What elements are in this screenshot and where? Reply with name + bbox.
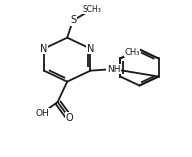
Text: SCH₃: SCH₃ — [83, 5, 102, 14]
Text: N: N — [40, 44, 48, 54]
Text: NH: NH — [107, 65, 120, 74]
Text: CH₃: CH₃ — [124, 48, 140, 57]
Text: O: O — [65, 113, 73, 123]
Text: S: S — [70, 15, 76, 25]
Text: OH: OH — [35, 108, 49, 118]
Text: N: N — [87, 44, 94, 54]
